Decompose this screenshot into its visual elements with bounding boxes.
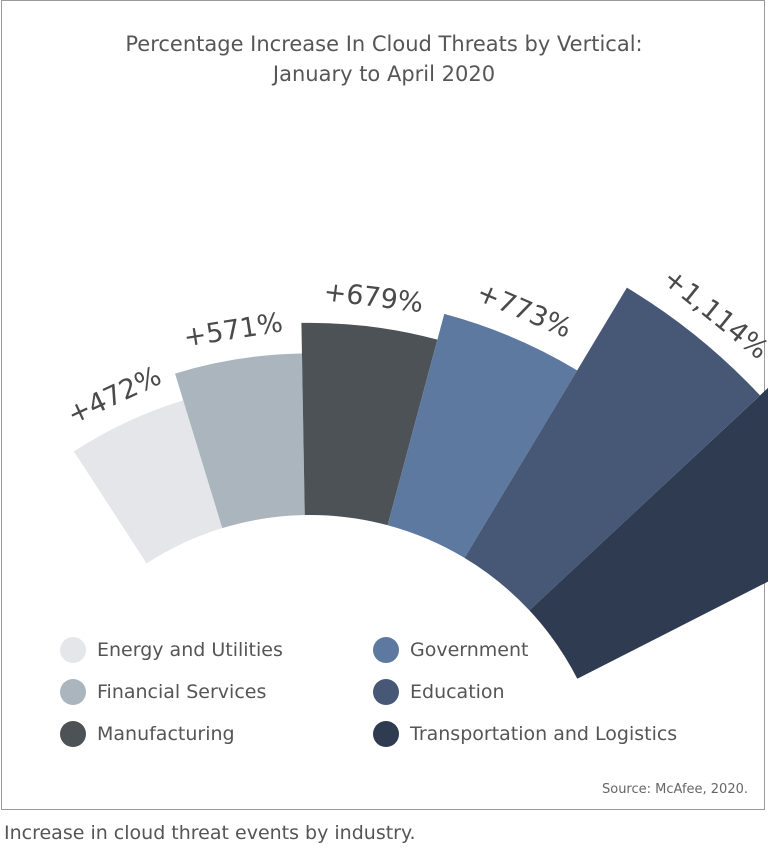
legend-label: Transportation and Logistics	[410, 723, 678, 745]
sector-government	[387, 313, 578, 558]
legend-item-education: Education	[373, 678, 505, 706]
figure-caption: Increase in cloud threat events by indus…	[4, 822, 416, 844]
chart-title: Percentage Increase In Cloud Threats by …	[125, 32, 643, 56]
chart-legend: Energy and Utilities Financial Services …	[60, 636, 740, 756]
legend-label: Manufacturing	[97, 723, 235, 745]
sector-education	[464, 287, 760, 611]
sector-manufacturing	[301, 322, 438, 526]
legend-item-financial-services: Financial Services	[60, 678, 266, 706]
legend-swatch	[60, 679, 86, 705]
sector-energy-and-utilities	[73, 400, 223, 564]
chart-subtitle: January to April 2020	[272, 62, 496, 86]
legend-label: Energy and Utilities	[97, 639, 283, 661]
value-label: +679%	[322, 276, 425, 319]
source-note: Source: McAfee, 2020.	[601, 782, 748, 797]
legend-swatch	[373, 679, 399, 705]
legend-item-manufacturing: Manufacturing	[60, 720, 235, 748]
legend-item-energy-and-utilities: Energy and Utilities	[60, 636, 283, 664]
legend-swatch	[60, 721, 86, 747]
value-label: +571%	[182, 307, 285, 353]
sector-financial-services	[175, 353, 305, 529]
legend-label: Government	[410, 639, 529, 661]
legend-swatch	[373, 721, 399, 747]
legend-label: Education	[410, 681, 505, 703]
legend-swatch	[60, 637, 86, 663]
chart-sectors	[73, 287, 768, 679]
sector-transportation-and-logistics	[529, 387, 768, 679]
legend-label: Financial Services	[97, 681, 267, 703]
legend-item-transportation-and-logistics: Transportation and Logistics	[373, 720, 677, 748]
legend-item-government: Government	[373, 636, 529, 664]
legend-swatch	[373, 637, 399, 663]
chart-title-block: Percentage Increase In Cloud Threats by …	[2, 29, 766, 89]
